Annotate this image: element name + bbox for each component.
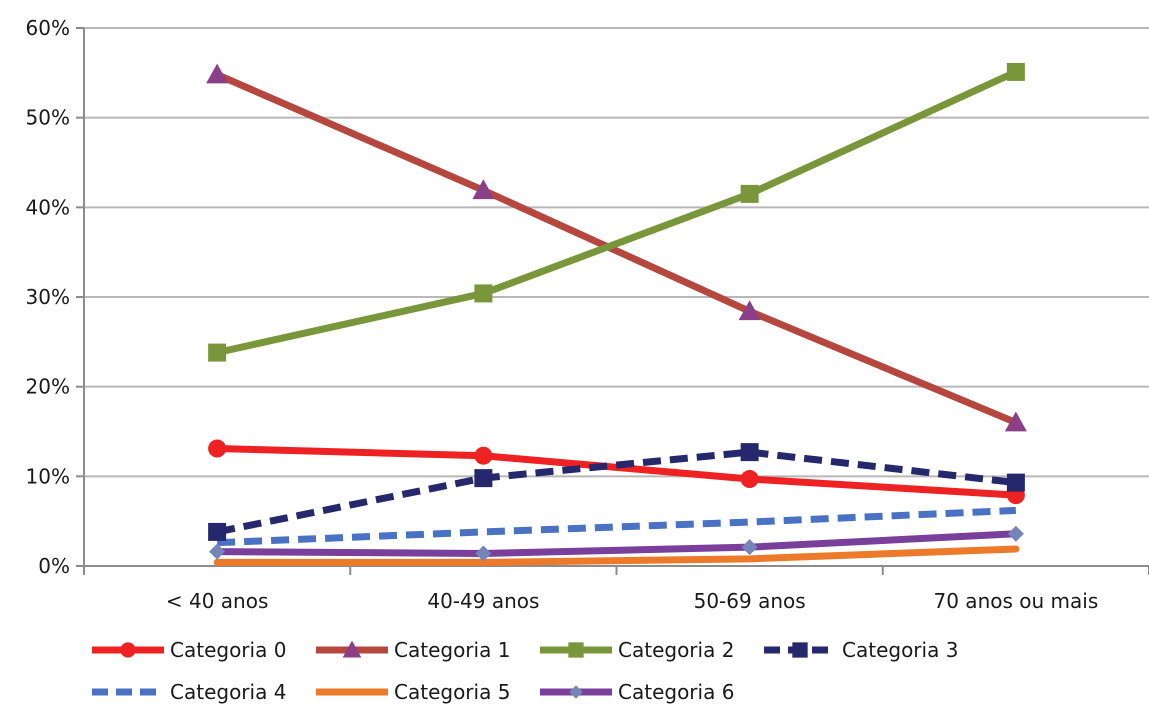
legend-label: Categoria 4 — [170, 680, 286, 704]
data-point-square — [792, 642, 808, 658]
data-point-square — [208, 522, 227, 541]
legend-item: Categoria 4 — [92, 680, 286, 704]
legend-label: Categoria 5 — [394, 680, 510, 704]
y-tick-label: 30% — [26, 285, 70, 309]
y-tick-label: 40% — [26, 195, 70, 219]
x-tick-label: < 40 anos — [166, 589, 269, 613]
legend-item: Categoria 0 — [92, 638, 286, 662]
data-point-square — [740, 184, 759, 203]
series-line — [216, 448, 1017, 536]
y-tick-label: 10% — [26, 464, 70, 488]
series-6 — [209, 525, 1024, 562]
data-point-circle — [740, 470, 759, 489]
legend-item: Categoria 3 — [764, 638, 958, 662]
data-point-diamond — [1007, 525, 1024, 542]
legend-label: Categoria 3 — [842, 638, 958, 662]
y-tick-label: 20% — [26, 375, 70, 399]
x-tick-label: 40-49 anos — [427, 589, 539, 613]
data-point-triangle — [1004, 411, 1027, 432]
data-point-square — [1006, 62, 1025, 81]
data-point-circle — [474, 446, 493, 465]
data-point-triangle — [472, 179, 495, 200]
legend: Categoria 0 Categoria 1 Categoria 2 Categor… — [92, 638, 958, 704]
data-point-triangle — [342, 640, 362, 658]
series-1 — [206, 63, 1027, 432]
y-tick-label: 50% — [26, 106, 70, 130]
series-line — [213, 68, 1020, 357]
data-point-circle — [120, 642, 136, 658]
legend-label: Categoria 1 — [394, 638, 510, 662]
axes: 0% 10% 20% 30% 40% 50% 60% < 40 anos 40-49 anos 5… — [26, 16, 1149, 613]
series-3 — [208, 443, 1025, 541]
data-point-diamond — [209, 543, 226, 560]
x-tick-label: 70 anos ou mais — [934, 589, 1099, 613]
data-point-square — [474, 469, 493, 488]
legend-item: Categoria 6 — [540, 680, 734, 704]
series-lines — [206, 62, 1027, 566]
series-line — [213, 71, 1020, 427]
data-point-square — [474, 284, 493, 303]
data-point-square — [208, 343, 227, 362]
data-point-square — [568, 642, 584, 658]
x-tick-label: 50-69 anos — [694, 589, 806, 613]
legend-item: Categoria 1 — [316, 638, 510, 662]
data-point-diamond — [569, 685, 583, 699]
data-point-triangle — [206, 63, 229, 84]
data-point-square — [1006, 473, 1025, 492]
data-point-diamond — [475, 545, 492, 562]
data-point-square — [740, 443, 759, 462]
y-tick-label: 60% — [26, 16, 70, 40]
y-tick-label: 0% — [38, 554, 70, 578]
legend-label: Categoria 2 — [618, 638, 734, 662]
legend-label: Categoria 6 — [618, 680, 734, 704]
series-line — [213, 545, 1020, 566]
data-point-circle — [208, 439, 227, 458]
legend-item: Categoria 5 — [316, 680, 510, 704]
series-2 — [208, 62, 1025, 362]
data-point-triangle — [738, 300, 761, 321]
data-point-diamond — [741, 539, 758, 556]
series-5 — [213, 545, 1020, 566]
legend-label: Categoria 0 — [170, 638, 286, 662]
legend-item: Categoria 2 — [540, 638, 734, 662]
series-line — [213, 530, 1020, 557]
series-0 — [208, 439, 1025, 505]
